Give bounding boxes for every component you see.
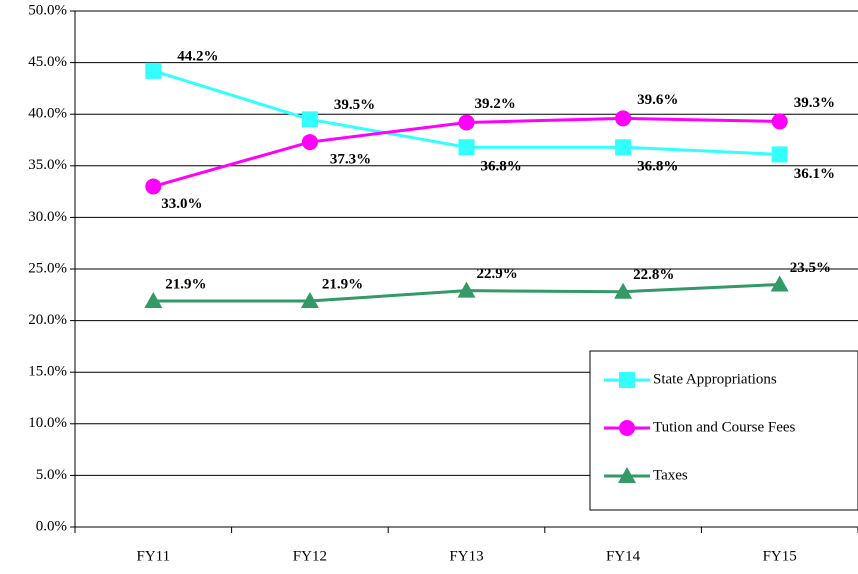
y-tick-label: 20.0% [28,312,67,328]
value-label: 39.5% [334,97,375,113]
point [770,275,789,292]
y-tick-label: 30.0% [28,209,67,225]
point [457,281,476,298]
value-label: 37.3% [330,152,371,168]
point [771,113,788,130]
value-label: 22.9% [477,266,518,282]
y-tick-label: 40.0% [28,106,67,122]
point [771,146,788,163]
value-label: 36.8% [637,159,678,175]
legend-label: Taxes [653,467,688,483]
point [145,178,162,195]
y-tick-label: 10.0% [28,415,67,431]
y-tick-label: 15.0% [28,364,67,380]
value-label: 36.1% [794,166,835,182]
point [301,111,318,128]
x-tick-label: FY11 [136,548,170,564]
point [614,282,633,299]
value-label: 21.9% [165,276,206,292]
value-label: 33.0% [161,196,202,212]
legend-label: State Appropriations [653,371,777,387]
x-tick-label: FY12 [293,548,327,564]
y-tick-label: 35.0% [28,157,67,173]
y-tick-label: 50.0% [28,2,67,18]
value-label: 44.2% [177,48,218,64]
point [301,134,318,151]
x-tick-label: FY13 [449,548,483,564]
value-label: 23.5% [790,260,831,276]
point [300,291,319,308]
y-tick-label: 45.0% [28,54,67,70]
x-tick-label: FY14 [606,548,641,564]
legend-marker [618,467,636,483]
legend-label: Tution and Course Fees [653,419,796,435]
value-label: 36.8% [481,159,522,175]
point [458,139,475,156]
point [615,110,632,127]
value-label: 39.3% [794,95,835,111]
x-tick-label: FY15 [763,548,797,564]
y-tick-label: 5.0% [36,467,67,483]
value-label: 22.8% [633,267,674,283]
point [144,291,163,308]
value-label: 21.9% [322,276,363,292]
legend-marker [619,420,635,436]
point [615,139,632,156]
legend-marker [619,372,635,388]
value-label: 39.6% [637,92,678,108]
point [145,62,162,79]
y-tick-label: 25.0% [28,260,67,276]
value-label: 39.2% [475,96,516,112]
point [458,114,475,131]
y-tick-label: 0.0% [36,518,67,534]
